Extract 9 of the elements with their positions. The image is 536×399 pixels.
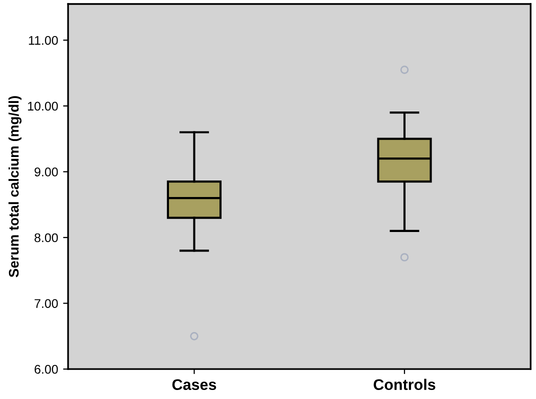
y-tick-label: 10.00 [28,102,58,111]
y-tick-label: 8.00 [34,233,58,242]
x-tick-label: Cases [172,379,216,390]
y-tick-label: 9.00 [34,168,58,176]
x-tick-label: Controls [374,378,436,390]
y-axis-title: Serum total calcium (mg/dl) [8,96,22,278]
y-tick-label: 11.00 [28,36,58,45]
y-tick-label: 7.00 [34,299,58,308]
y-tick-label: 6.00 [34,364,58,374]
